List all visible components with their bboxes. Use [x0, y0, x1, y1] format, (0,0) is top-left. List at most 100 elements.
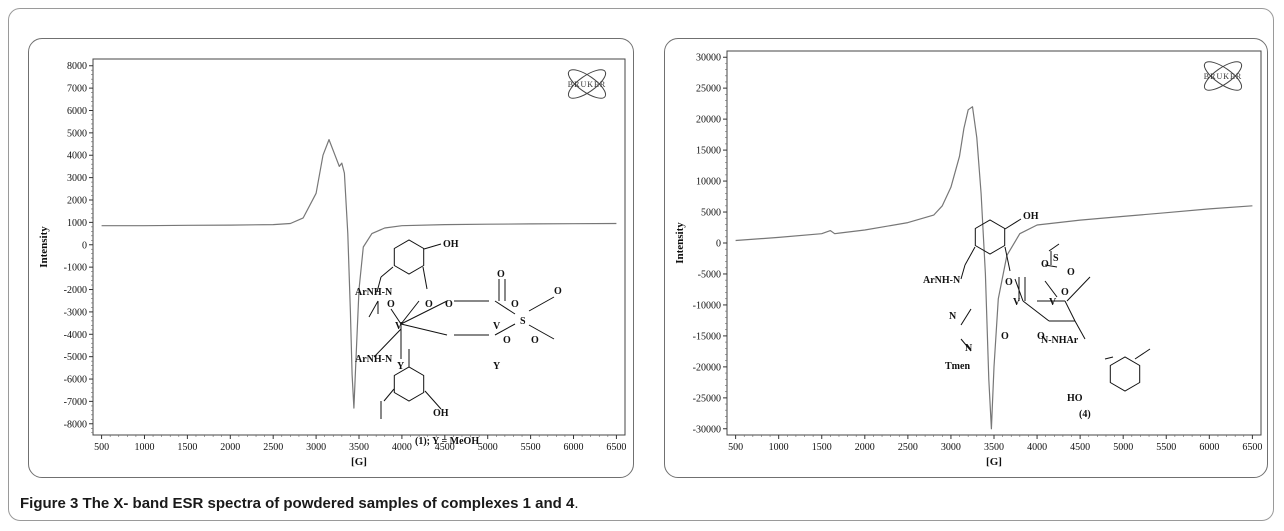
- bond-line: [1004, 246, 1011, 272]
- structure-caption: (1); Y = MeOH: [415, 436, 479, 447]
- figure-label: Figure 3: [20, 495, 79, 512]
- esr-spectrum-panel-1: 8000 7000 6000 5000 4000 3000 2000 1000 0 -1000 -2…: [28, 38, 634, 478]
- y-tick-label: 8000: [67, 61, 87, 72]
- structure-label: S: [1053, 253, 1059, 264]
- structure-label: V: [1013, 297, 1021, 308]
- structure-label: O: [445, 299, 453, 310]
- structure-label: O: [1061, 287, 1069, 298]
- structure-label: S: [520, 316, 526, 327]
- y-tick-label: -8000: [64, 419, 87, 430]
- benzene-ring-icon: [1109, 356, 1141, 392]
- y-tick-label: -5000: [698, 269, 721, 280]
- structure-label: O: [511, 299, 519, 310]
- bond-line: [960, 308, 972, 326]
- spectrum-line: [735, 106, 1253, 430]
- benzene-ring-icon: [974, 219, 1006, 255]
- y-tick-label: -20000: [693, 362, 721, 373]
- structure-label: O: [1001, 331, 1009, 342]
- x-tick-label: 3500: [984, 442, 1004, 453]
- logo-orbit-icon: [1203, 61, 1243, 91]
- x-tick-label: 4500: [1070, 442, 1090, 453]
- bond-line: [373, 328, 402, 358]
- bruker-logo: BRUKER: [1203, 61, 1243, 91]
- x-axis-label: [G]: [986, 456, 1002, 468]
- structure-label: N: [965, 343, 973, 354]
- bond-line: [424, 390, 442, 410]
- bond-line: [368, 300, 379, 318]
- y-tick-label: -2000: [64, 285, 87, 296]
- bond-line: [400, 300, 448, 325]
- y-tick-label: 4000: [67, 151, 87, 162]
- bond-line: [1064, 300, 1076, 322]
- bond-line: [528, 324, 555, 340]
- x-tick-label: 3000: [941, 442, 961, 453]
- x-axis-label: [G]: [351, 456, 367, 468]
- bond-line: [1074, 320, 1086, 340]
- structure-label: N: [949, 311, 957, 322]
- y-tick-label: 6000: [67, 106, 87, 117]
- structure-label: O: [554, 286, 562, 297]
- y-tick-label: 1000: [67, 218, 87, 229]
- y-tick-label: -15000: [693, 331, 721, 342]
- bond-line: [423, 243, 442, 250]
- x-tick-label: 6000: [1199, 442, 1219, 453]
- bond-line: [390, 308, 402, 325]
- structure-label: V: [1049, 297, 1057, 308]
- x-tick-label: 1500: [812, 442, 832, 453]
- x-tick-label: 4000: [1027, 442, 1047, 453]
- x-tick-label: 500: [728, 442, 743, 453]
- x-tick-label: 5000: [1113, 442, 1133, 453]
- y-tick-label: -5000: [64, 352, 87, 363]
- y-tick-label: 0: [716, 239, 721, 250]
- y-tick-label: 25000: [696, 84, 721, 95]
- logo-text: BRUKER: [1204, 72, 1242, 81]
- structure-label: O: [1041, 259, 1049, 270]
- structure-label: Tmen: [945, 361, 970, 372]
- bond-line: [380, 266, 394, 278]
- y-tick-label: -10000: [693, 300, 721, 311]
- x-tick-label: 2500: [898, 442, 918, 453]
- y-axis-label: Intensity: [38, 226, 50, 268]
- structure-label: V: [395, 321, 403, 332]
- y-tick-label: 15000: [696, 146, 721, 157]
- structure-label: V: [493, 321, 501, 332]
- structure-label: ArNH-N: [355, 354, 393, 365]
- structure-label: HO: [1067, 393, 1083, 404]
- bond-line: [1004, 218, 1022, 230]
- y-tick-label: -3000: [64, 307, 87, 318]
- y-tick-label: -7000: [64, 397, 87, 408]
- bond-line: [960, 338, 972, 352]
- structure-label: O: [531, 335, 539, 346]
- y-tick-label: -6000: [64, 375, 87, 386]
- bond-line: [1104, 356, 1114, 360]
- structure-label: OH: [433, 408, 449, 419]
- bond-line: [1044, 264, 1058, 268]
- x-tick-label: 5500: [1156, 442, 1176, 453]
- x-tick-label: 1500: [177, 442, 197, 453]
- y-tick-label: 5000: [701, 208, 721, 219]
- structure-label: O: [387, 299, 395, 310]
- bond-line: [376, 276, 382, 293]
- bond-line: [494, 323, 516, 336]
- plot-frame: [92, 58, 626, 436]
- bond-line: [1134, 348, 1151, 360]
- y-tick-label: 30000: [696, 53, 721, 64]
- structure-label: O: [425, 299, 433, 310]
- figure-caption-period: .: [574, 495, 579, 512]
- bond-line: [1044, 280, 1058, 298]
- structure-label: Y: [397, 361, 405, 372]
- y-tick-label: 2000: [67, 196, 87, 207]
- y-tick-label: 20000: [696, 115, 721, 126]
- y-tick-label: 5000: [67, 128, 87, 139]
- y-tick-label: 0: [82, 240, 87, 251]
- x-tick-label: 1000: [769, 442, 789, 453]
- structure-label: O: [1037, 331, 1045, 342]
- bond-line: [400, 300, 420, 325]
- structure-caption: (4): [1079, 409, 1091, 420]
- x-tick-label: 4500: [435, 442, 455, 453]
- structure-label: O: [1067, 267, 1075, 278]
- bond-line: [400, 323, 448, 336]
- bruker-logo: BRUKER: [568, 69, 607, 99]
- benzene-ring-icon: [393, 366, 425, 402]
- structure-label: OH: [1023, 211, 1039, 222]
